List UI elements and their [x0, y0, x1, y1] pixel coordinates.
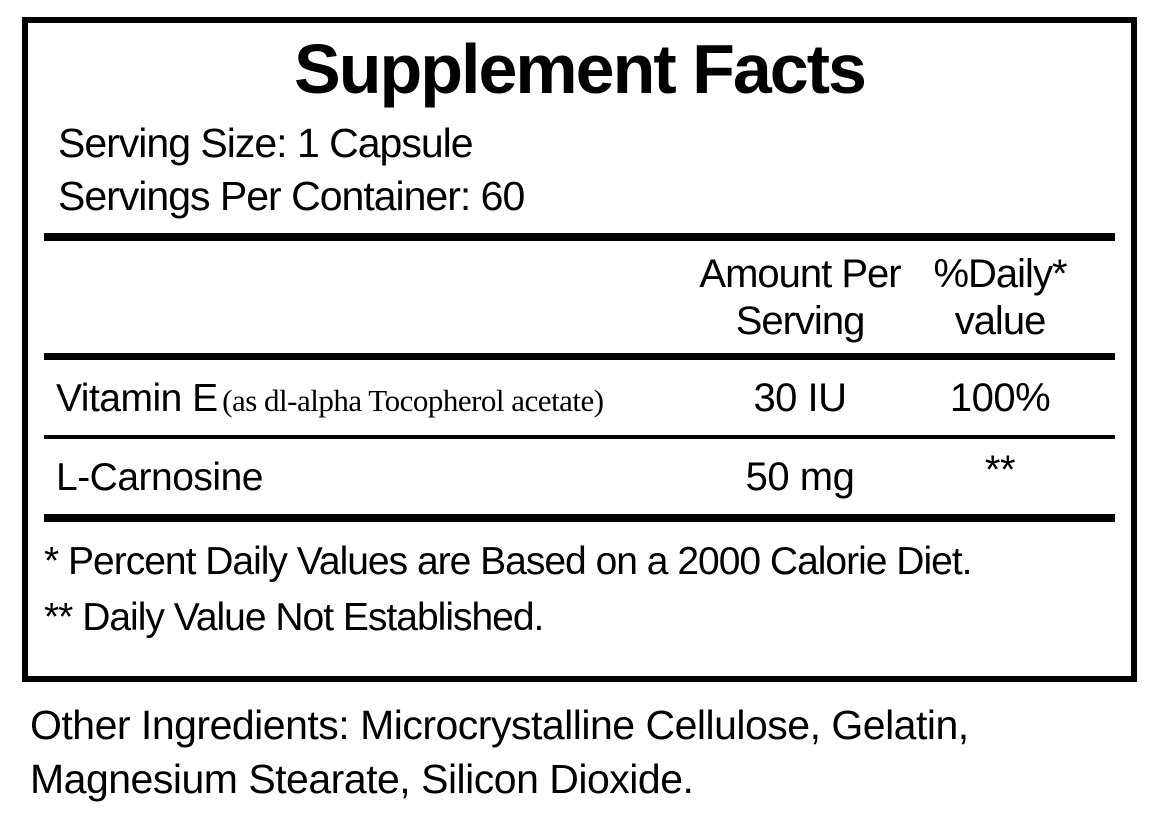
other-ingredients-text: Other Ingredients: Microcrystalline Cell…: [30, 702, 969, 803]
supplement-facts-panel: Supplement Facts Serving Size: 1 Capsule…: [22, 17, 1137, 682]
table-row-vitamin-e: Vitamin E (as dl-alpha Tocopherol acetat…: [44, 360, 1115, 435]
nutrient-daily-value-cell: 100%: [915, 376, 1085, 421]
footnotes-section: * Percent Daily Values are Based on a 20…: [44, 534, 1115, 645]
divider-row: [44, 435, 1115, 440]
footnote-percent-daily-values: * Percent Daily Values are Based on a 20…: [44, 540, 973, 584]
column-header-amount-line1: Amount Per: [699, 252, 901, 297]
column-header-daily-value-line1: %Daily*: [933, 252, 1067, 297]
servings-per-container-line: Servings Per Container: 60: [58, 172, 525, 219]
column-header-daily-value: %Daily* value: [915, 251, 1085, 345]
divider-under-header: [44, 353, 1115, 361]
nutrient-name-cell: Vitamin E (as dl-alpha Tocopherol acetat…: [44, 377, 685, 421]
footnote-daily-value-not-established: ** Daily Value Not Established.: [44, 595, 544, 639]
nutrient-detail: (as dl-alpha Tocopherol acetate): [222, 383, 604, 419]
nutrient-amount: 50 mg: [745, 455, 855, 500]
nutrient-name: Vitamin E: [56, 377, 218, 421]
table-header-row: Amount Per Serving %Daily* value: [44, 241, 1115, 353]
divider-bottom-thick: [44, 514, 1115, 523]
nutrient-amount: 30 IU: [753, 376, 847, 421]
nutrient-daily-value-cell: **: [915, 448, 1085, 500]
nutrient-name-cell: L-Carnosine: [44, 456, 685, 500]
panel-title: Supplement Facts: [294, 30, 867, 108]
column-header-amount: Amount Per Serving: [685, 251, 915, 345]
table-row-l-carnosine: L-Carnosine 50 mg **: [44, 439, 1115, 514]
nutrient-amount-cell: 30 IU: [685, 376, 915, 421]
divider-top-thick: [44, 233, 1115, 242]
nutrient-daily-value: 100%: [949, 376, 1051, 421]
column-header-amount-line2: Serving: [735, 299, 866, 344]
nutrient-daily-value: **: [984, 448, 1016, 493]
column-header-daily-value-line2: value: [954, 299, 1047, 344]
serving-size-line: Serving Size: 1 Capsule: [58, 119, 474, 166]
nutrient-name: L-Carnosine: [56, 456, 263, 500]
nutrient-amount-cell: 50 mg: [685, 455, 915, 500]
